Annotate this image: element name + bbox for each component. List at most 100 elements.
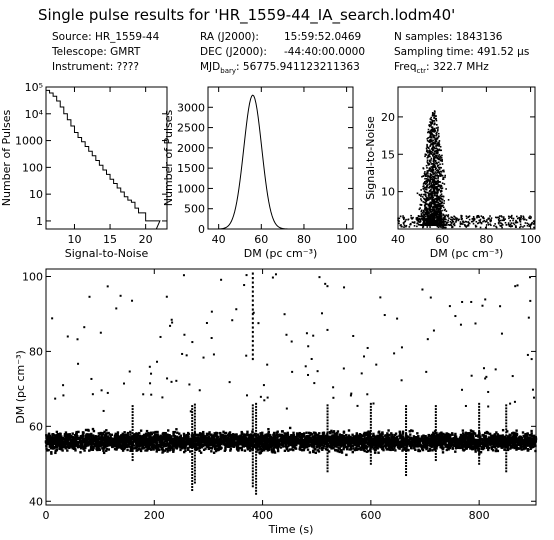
dm-time-point — [448, 442, 451, 445]
snr-dm-point — [502, 219, 505, 222]
snr-dm-point — [430, 189, 432, 191]
snr-dm-point — [439, 211, 441, 213]
snr-dm-point — [487, 222, 489, 224]
dm-time-point — [322, 444, 326, 448]
snr-dm-point — [455, 217, 457, 219]
dm-time-point — [534, 436, 537, 439]
dm-time-point — [314, 451, 317, 455]
snr-dm-point — [438, 140, 441, 142]
snr-dm-point — [428, 125, 431, 128]
snr-histogram-xtick-label: 20 — [139, 233, 153, 246]
dm-time-point — [298, 433, 301, 437]
dm-vs-time-ytick-label: 100 — [22, 270, 43, 283]
snr-dm-point — [479, 221, 482, 224]
snr-dm-point — [429, 176, 432, 179]
snr-dm-point — [427, 176, 429, 178]
dm-vs-time-ytick-label: 60 — [29, 420, 43, 433]
snr-dm-point — [440, 187, 443, 190]
dm-time-point — [129, 430, 132, 434]
snr-dm-point — [430, 159, 432, 161]
snr-dm-point — [504, 221, 507, 224]
snr-dm-point — [437, 201, 440, 204]
snr-dm-point — [426, 149, 428, 151]
snr-dm-point — [470, 220, 473, 223]
snr-dm-point — [428, 202, 431, 205]
snr-dm-point — [430, 131, 432, 134]
snr-dm-point — [516, 215, 518, 218]
snr-dm-point — [439, 155, 442, 158]
snr-dm-point — [443, 215, 446, 218]
dm-time-point — [411, 429, 414, 433]
snr-dm-point — [516, 221, 519, 224]
snr-dm-point — [502, 217, 505, 220]
snr-dm-point — [441, 160, 443, 163]
snr-dm-point — [428, 153, 430, 156]
snr-dm-point — [432, 218, 435, 221]
dm-time-point — [454, 432, 457, 436]
dm-time-point — [342, 435, 346, 438]
snr-dm-point — [431, 222, 433, 225]
snr-dm-point — [429, 177, 431, 180]
dm-time-point — [48, 434, 52, 438]
snr-dm-point — [404, 220, 407, 223]
snr-dm-point — [497, 216, 499, 219]
snr-dm-point — [532, 223, 535, 225]
dm-time-point — [155, 448, 159, 451]
dm-time-point — [485, 446, 489, 449]
snr-dm-point — [423, 186, 426, 189]
snr-dm-point — [440, 221, 443, 224]
dm-time-point — [264, 447, 268, 450]
snr-dm-point — [429, 206, 431, 208]
dm-time-point — [91, 448, 95, 451]
snr-dm-point — [439, 194, 442, 197]
snr-dm-point — [494, 223, 496, 225]
snr-dm-point — [437, 142, 439, 144]
snr-dm-point — [465, 217, 468, 220]
snr-dm-point — [445, 214, 447, 217]
snr-dm-point — [427, 150, 430, 152]
ra-value: 15:59:52.0469 — [284, 31, 362, 43]
snr-dm-point — [436, 171, 439, 174]
snr-dm-point — [437, 211, 440, 213]
snr-dm-point — [422, 225, 424, 227]
snr-dm-point — [447, 214, 450, 216]
snr-dm-point — [415, 218, 418, 220]
snr-dm-point — [397, 217, 399, 220]
snr-dm-point — [443, 223, 446, 226]
dm-time-point — [490, 447, 494, 451]
snr-dm-point — [425, 147, 428, 150]
snr-dm-point — [416, 225, 418, 228]
snr-dm-point — [421, 175, 423, 178]
snr-dm-point — [410, 214, 412, 217]
dm-time-point — [72, 437, 75, 440]
dm-time-point — [161, 448, 165, 452]
snr-dm-point — [479, 218, 482, 221]
snr-dm-point — [434, 130, 437, 132]
snr-vs-dm-xlabel: DM (pc cm⁻³) — [430, 247, 504, 260]
snr-dm-point — [434, 150, 437, 152]
dm-time-point — [279, 446, 283, 449]
snr-dm-point — [437, 221, 439, 224]
snr-dm-point — [468, 215, 471, 217]
snr-dm-point — [442, 169, 445, 172]
snr-dm-point — [422, 210, 425, 213]
snr-dm-point — [430, 157, 433, 160]
snr-dm-point — [425, 185, 428, 187]
snr-dm-point — [441, 174, 444, 177]
snr-histogram-xtick-label: 15 — [103, 233, 117, 246]
snr-dm-point — [437, 196, 439, 198]
snr-dm-point — [440, 174, 443, 177]
snr-dm-point — [501, 224, 504, 226]
snr-dm-point — [431, 178, 433, 181]
snr-dm-point — [413, 221, 416, 223]
snr-dm-point — [515, 225, 517, 227]
snr-dm-point — [436, 199, 438, 202]
dm-time-point — [91, 434, 95, 437]
snr-dm-point — [467, 216, 470, 218]
snr-dm-point — [451, 219, 454, 222]
dm-histogram-ytick-label: 2000 — [177, 142, 205, 155]
snr-dm-point — [430, 118, 433, 121]
dm-vs-time-points — [44, 272, 538, 495]
mjd-sub: bary — [220, 67, 237, 76]
snr-dm-point — [439, 224, 442, 227]
